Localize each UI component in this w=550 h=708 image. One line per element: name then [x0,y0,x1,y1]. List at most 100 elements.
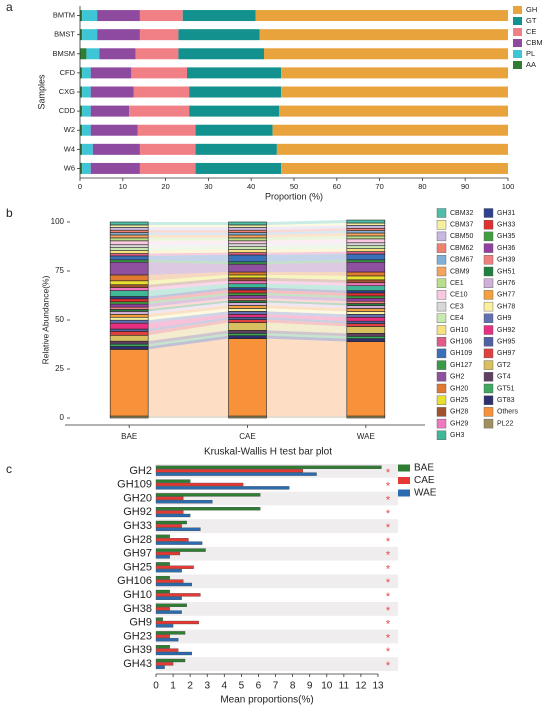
legend-label: CAE [414,475,435,486]
bar-segment [178,29,260,41]
bar-segment [346,230,386,234]
legend-swatch [436,372,447,382]
flow [148,280,229,291]
bar-segment [109,229,149,233]
flow [266,333,347,339]
significance-marker: * [386,522,391,534]
bar-segment [90,124,138,136]
bar-segment [228,289,267,294]
legend-label: GH78 [497,303,515,310]
bar-segment [80,86,83,98]
bar [155,576,170,580]
bar [155,593,201,597]
bar-segment [82,29,98,41]
bar [155,465,382,469]
bar-segment [228,271,267,276]
bar-segment [80,143,83,155]
flow [266,242,347,247]
y-tick-label: GH38 [123,603,152,615]
bar-segment [228,240,267,245]
flow [266,302,347,309]
flow [148,308,229,321]
legend-label: PL22 [497,420,513,427]
bar-segment [135,48,179,60]
bar-segment [109,346,149,350]
bar-segment [346,338,386,342]
bar-segment [109,224,149,228]
bar [155,569,182,573]
significance-marker: * [386,467,391,479]
flow [148,262,229,275]
legend-swatch [483,348,494,359]
flow [148,222,229,225]
bar-segment [131,67,187,79]
x-tick-label: 7 [273,681,279,692]
bar-segment [346,227,386,231]
legend-swatch [483,231,494,242]
y-tick-label: GH109 [117,479,152,491]
bar-segment [80,105,83,117]
legend-label: GH109 [450,350,472,357]
x-tick-label: 11 [339,681,350,692]
legend-label: CBM50 [450,233,473,240]
flow [266,235,347,241]
bar-segment [109,290,149,297]
significance-marker: * [386,591,391,603]
flow [266,283,347,291]
flow [266,280,347,286]
legend-label: GH127 [450,362,472,369]
y-tick-label: GH92 [123,506,152,518]
bar-segment [109,244,149,248]
bar-segment [195,143,277,155]
bar-segment [228,311,267,315]
significance-marker: * [386,536,391,548]
bar-segment [346,235,386,240]
flow [148,237,229,241]
bar-segment [346,297,386,302]
bar-segment [346,323,386,327]
significance-marker: * [386,508,391,520]
bar [155,469,304,473]
bar-segment [139,162,196,174]
bar [155,658,186,663]
legend-swatch [483,290,494,300]
bar-segment [182,10,256,22]
row-band [156,629,398,644]
y-axis-title: Relative Abundance(%) [40,275,50,364]
bar-segment [195,124,273,136]
bar-segment [189,105,280,117]
bar [155,582,193,587]
bar-segment [281,86,508,98]
flow [266,300,347,306]
bar-segment [228,243,267,247]
flow [148,287,229,299]
legend-swatch [436,313,447,323]
y-tick-label: GH2 [129,465,152,477]
flow [148,283,229,297]
flow [266,319,347,327]
bar-segment [189,86,282,98]
bar-segment [346,238,386,244]
bar-segment [109,259,149,263]
flow [266,290,347,296]
legend-swatch [436,278,447,288]
bar-segment [109,349,149,417]
legend-label: GH25 [450,397,468,404]
x-tick-label: 13 [372,681,384,692]
bar [155,638,179,642]
bar-segment [97,29,140,41]
legend-swatch [483,278,494,288]
legend-swatch [483,372,494,382]
flow [148,271,229,281]
legend-label: CBM [526,38,543,47]
bar [155,534,170,538]
flow [148,300,229,312]
bar-segment [228,330,267,334]
bar-segment [228,335,267,339]
bar-segment [228,232,267,236]
bar [155,631,186,635]
legend-swatch [483,266,494,277]
bar-segment [109,221,149,226]
bar [155,500,213,504]
